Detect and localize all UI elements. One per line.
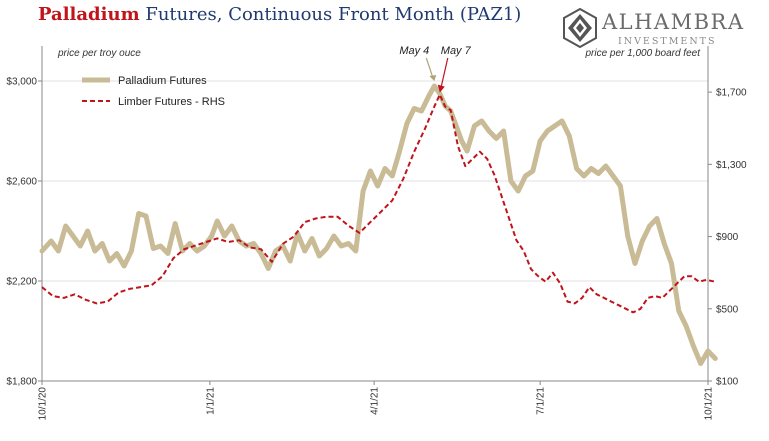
x-tick-label: 1/1/21 (205, 387, 216, 415)
x-tick-label: 10/1/21 (704, 387, 715, 421)
lumber-line (41, 93, 716, 314)
left-axis-ticks: $1,800 $2,200 $2,600 $3,000 (6, 77, 42, 388)
legend-lumber-label: Limber Futures - RHS (118, 96, 225, 108)
x-tick-label: 10/1/20 (38, 387, 49, 421)
chart-title: Palladium Futures, Continuous Front Mont… (38, 4, 521, 25)
may4-arrow (425, 57, 434, 80)
may7-arrow (440, 57, 449, 89)
palladium-line (39, 83, 718, 366)
series-lines (39, 83, 718, 366)
right-tick-label: $500 (716, 304, 739, 315)
chart-title-part-2: Futures, Continuous Front Month (PAZ1) (139, 4, 522, 25)
left-axis-note: price per troy ouce (57, 48, 141, 59)
left-tick-label: $1,800 (6, 377, 37, 388)
may7-label: May 7 (441, 45, 472, 57)
left-tick-label: $2,200 (6, 277, 37, 288)
right-tick-label: $1,300 (716, 160, 747, 171)
right-tick-label: $100 (716, 377, 739, 388)
x-axis: 10/1/20 1/1/21 4/1/21 7/1/21 10/1/21 (38, 381, 715, 420)
may4-label: May 4 (399, 45, 429, 57)
x-tick-label: 7/1/21 (536, 387, 547, 415)
right-axis-ticks: $100 $500 $900 $1,300 $1,700 (708, 88, 747, 388)
logo-brand-text: ALHAMBRA (602, 10, 745, 34)
alhambra-logo: ALHAMBRA INVESTMENTS (560, 8, 760, 52)
left-tick-label: $3,000 (6, 77, 37, 88)
logo-sub-text: INVESTMENTS (618, 36, 717, 47)
right-tick-label: $1,700 (716, 88, 747, 99)
may4-arrowhead (429, 75, 437, 81)
left-tick-label: $2,600 (6, 177, 37, 188)
chart-title-part-1: Palladium (38, 4, 140, 25)
annotations: May 4 May 7 (399, 45, 472, 93)
hexagon-diamond-logo-icon (563, 8, 597, 48)
x-tick-label: 4/1/21 (370, 387, 381, 415)
may7-arrowhead (437, 84, 445, 93)
gridlines (41, 46, 709, 382)
legend: Palladium Futures Limber Futures - RHS (82, 75, 225, 108)
right-axis-note: price per 1,000 board feet (584, 48, 701, 59)
right-tick-label: $900 (716, 232, 739, 243)
legend-palladium-label: Palladium Futures (118, 75, 207, 87)
